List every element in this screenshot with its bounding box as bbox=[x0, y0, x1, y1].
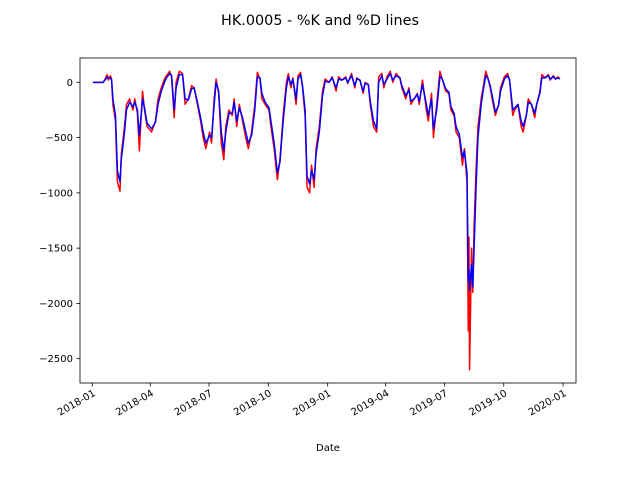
y-tick-label: 0 bbox=[67, 78, 73, 89]
plot-area bbox=[92, 70, 561, 371]
y-tick-label: −500 bbox=[46, 133, 73, 144]
y-tick-label: −2500 bbox=[39, 354, 73, 365]
y-axis: 0 −500 −1000 −1500 −2000 −2500 bbox=[39, 78, 80, 365]
series-line-2 bbox=[92, 72, 561, 291]
y-tick-label: −2000 bbox=[39, 299, 73, 310]
chart-title: HK.0005 - %K and %D lines bbox=[221, 13, 419, 29]
y-tick-label: −1500 bbox=[39, 244, 73, 255]
y-tick-label: −1000 bbox=[39, 188, 73, 199]
x-axis-title: Date bbox=[316, 443, 340, 454]
